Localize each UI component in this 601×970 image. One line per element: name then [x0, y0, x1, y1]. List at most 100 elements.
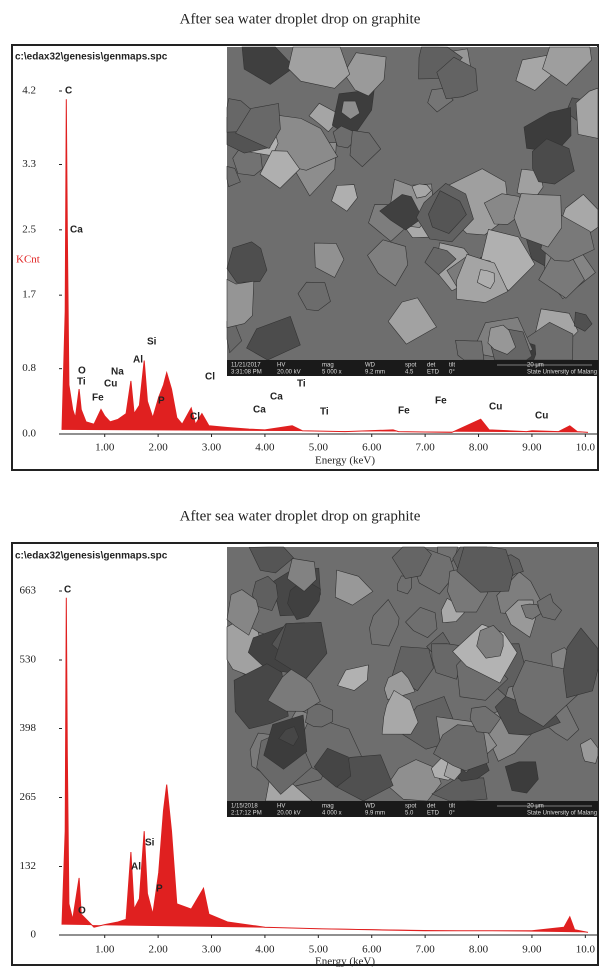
peak-label: O [78, 366, 86, 377]
x-tick-label: 4.00 [255, 944, 275, 956]
sem-flake [411, 183, 432, 199]
sem-flake [226, 589, 260, 636]
sem-flake [297, 281, 331, 312]
x-tick-label: 1.00 [95, 442, 115, 454]
sem-info-label: det [427, 363, 436, 369]
sem-flake [251, 575, 279, 611]
sem-flake [349, 130, 382, 168]
sem-flake [241, 46, 295, 85]
peak-label: C [64, 585, 71, 596]
sem-info-label: tilt [449, 804, 455, 810]
sem-flake [520, 603, 542, 620]
x-tick-label: 2.00 [148, 442, 168, 454]
sem-flake [469, 705, 502, 734]
sem-flake [504, 761, 539, 794]
sem-info-value: State University of Malang [527, 811, 597, 817]
sem-flake [575, 87, 599, 139]
y-tick-label: 398 [20, 722, 37, 734]
sem-info-label: 1/15/2018 [231, 804, 258, 810]
y-tick-label: 530 [20, 654, 37, 666]
sem-flake [341, 100, 361, 120]
peak-label: Ca [270, 392, 283, 403]
sem-flake [263, 714, 308, 770]
sem-flake [313, 242, 345, 278]
sem-flake [386, 759, 442, 802]
sem-info-value: 5 000 x [322, 370, 342, 376]
peak-label: Cl [205, 372, 215, 383]
sem-flake [387, 297, 437, 345]
peak-label: Fe [92, 393, 104, 404]
y-tick-label: 3.3 [22, 158, 36, 170]
sem-info-value: 9.9 mm [365, 811, 385, 817]
sem-info-value: 3:31:08 PM [231, 370, 262, 376]
x-tick-label: 3.00 [202, 442, 222, 454]
file-path: c:\edax32\genesis\genmaps.spc [15, 551, 168, 562]
sem-info-value: ETD [427, 370, 440, 376]
peak-label: Ti [320, 407, 329, 418]
sem-info-label: det [427, 804, 436, 810]
sem-flake [418, 46, 463, 80]
sem-info-value: 2:17:12 PM [231, 811, 262, 817]
sem-flake [226, 278, 255, 329]
chart-title: After sea water droplet drop on graphite [180, 508, 421, 524]
sem-info-label: spot [405, 804, 417, 810]
sem-flake [428, 190, 467, 234]
peak-label: Cu [489, 402, 502, 413]
x-tick-label: 7.00 [416, 944, 436, 956]
peak-label: Ti [77, 377, 86, 388]
sem-info-label: 20 μm [527, 804, 544, 810]
sem-info-value: 0° [449, 811, 455, 817]
sem-info-label: 20 μm [527, 363, 544, 369]
sem-flake [405, 606, 438, 638]
y-tick-label: 4.2 [22, 85, 36, 97]
y-tick-label: 0.0 [22, 428, 36, 440]
sem-flake [226, 166, 241, 188]
peak-label: Ca [70, 225, 83, 236]
sem-info-label: WD [365, 804, 376, 810]
sem-info-value: 4.5 [405, 370, 414, 376]
peak-label: C [65, 86, 72, 97]
sem-flake [436, 56, 478, 100]
x-tick-label: 5.00 [309, 944, 329, 956]
peak-label: Cu [104, 379, 117, 390]
y-tick-label: 2.5 [22, 223, 36, 235]
sem-flake [274, 621, 328, 679]
sem-flake [579, 738, 599, 764]
sem-info-label: mag [322, 363, 334, 369]
sem-info-label: tilt [449, 363, 455, 369]
x-axis-label: Energy (keV) [315, 455, 375, 467]
sem-flake [233, 663, 289, 730]
y-tick-label: 0 [31, 929, 37, 941]
chart-title: After sea water droplet drop on graphite [180, 11, 421, 27]
sem-flake [278, 726, 299, 747]
x-tick-label: 6.00 [362, 442, 382, 454]
sem-flake [487, 324, 516, 355]
sem-flake [267, 667, 321, 712]
peak-label: Ca [253, 405, 266, 416]
sem-flake [542, 46, 592, 86]
peak-label: Cu [535, 411, 548, 422]
sem-flake [381, 689, 419, 735]
spectrum [61, 597, 589, 933]
sem-flake [367, 239, 409, 287]
sem-flake [235, 103, 281, 149]
x-tick-label: 2.00 [148, 944, 168, 956]
sem-flake [476, 269, 495, 289]
sem-flake [369, 598, 400, 647]
sem-info-value: State University of Malang [527, 370, 597, 376]
sem-info-label: 11/21/2017 [231, 363, 261, 369]
sem-flake [286, 558, 317, 592]
x-axis-label: Energy (keV) [315, 956, 375, 968]
y-tick-label: 265 [20, 791, 37, 803]
sem-info-value: 5.0 [405, 811, 414, 817]
y-tick-label: 0.8 [22, 362, 36, 374]
sem-info-label: WD [365, 363, 376, 369]
sem-flake [537, 593, 562, 621]
x-tick-label: 9.00 [522, 944, 542, 956]
peak-label: Al [133, 355, 143, 366]
sem-info-label: HV [277, 804, 285, 810]
sem-flake [337, 664, 369, 691]
peak-label: P [158, 396, 165, 407]
peak-label: O [78, 906, 86, 917]
